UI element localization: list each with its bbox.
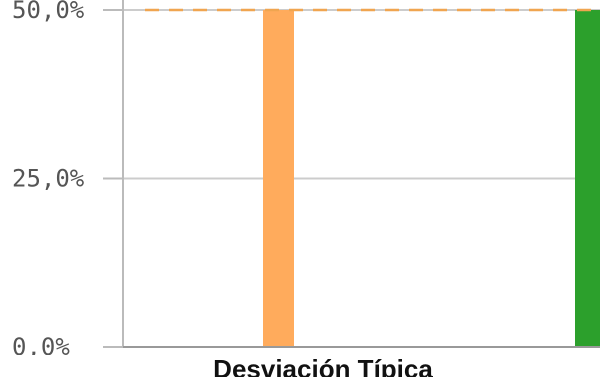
- x-axis-label: Desviación Típica: [213, 354, 433, 377]
- bars: [263, 10, 600, 347]
- gridlines: [123, 9, 600, 180]
- y-tick-label-2: 50,0%: [12, 0, 85, 24]
- x-label-mask: [0, 355, 600, 377]
- y-tick-labels: 0,0%25,0%50,0%: [12, 0, 85, 361]
- bar-series-1: [575, 10, 600, 347]
- axes: [103, 0, 600, 348]
- bar-series-0: [263, 10, 294, 347]
- y-tick-label-1: 25,0%: [12, 165, 85, 193]
